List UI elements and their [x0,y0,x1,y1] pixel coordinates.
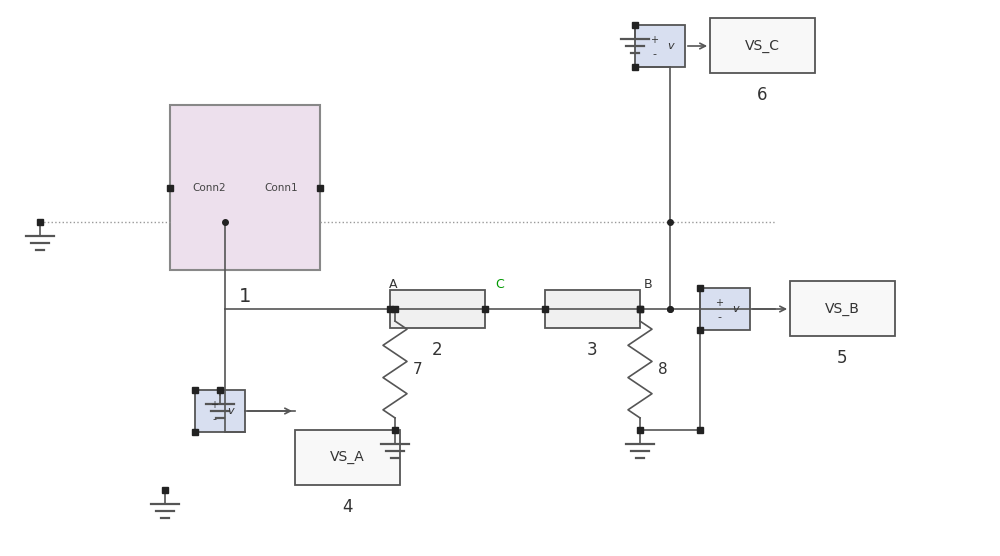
Bar [387,306,393,312]
Text: 7: 7 [413,362,423,377]
Text: 1: 1 [239,286,251,305]
Bar [637,306,643,312]
Text: VS_C: VS_C [745,38,780,52]
Text: Conn2: Conn2 [192,182,226,192]
Text: -: - [212,414,216,424]
Bar [392,427,398,433]
FancyBboxPatch shape [195,390,245,432]
Text: C: C [496,277,504,290]
Text: 3: 3 [587,341,598,359]
Bar [697,285,703,291]
Bar [697,427,703,433]
FancyBboxPatch shape [295,430,400,485]
Text: v: v [733,304,739,314]
Bar [637,306,643,312]
Bar [167,185,173,191]
Text: -: - [652,49,656,59]
Bar [392,306,398,312]
Bar [632,64,638,70]
Bar [37,219,43,225]
FancyBboxPatch shape [545,290,640,328]
FancyBboxPatch shape [170,105,320,270]
Text: 6: 6 [757,86,768,104]
Text: 2: 2 [432,341,443,359]
FancyBboxPatch shape [790,281,895,336]
Bar [192,387,198,393]
Bar [217,387,223,393]
Text: VS_B: VS_B [825,301,860,315]
Text: 4: 4 [342,498,353,516]
FancyBboxPatch shape [700,288,750,330]
Text: v: v [228,406,234,416]
Bar [317,185,323,191]
Bar [192,429,198,435]
Text: v: v [668,41,674,51]
Text: A: A [389,277,397,290]
Bar [632,22,638,28]
Text: 5: 5 [837,349,848,367]
Text: VS_A: VS_A [330,450,365,464]
FancyBboxPatch shape [635,25,685,67]
Text: +: + [650,34,658,44]
Bar [482,306,488,312]
FancyBboxPatch shape [710,18,815,73]
Text: 8: 8 [658,362,668,377]
Text: +: + [715,297,723,307]
Bar [697,327,703,333]
Text: +: + [210,400,218,410]
Text: Conn1: Conn1 [264,182,298,192]
Bar [637,427,643,433]
Bar [542,306,548,312]
Text: -: - [717,312,721,322]
FancyBboxPatch shape [390,290,485,328]
Bar [162,487,168,493]
Text: B: B [644,277,652,290]
